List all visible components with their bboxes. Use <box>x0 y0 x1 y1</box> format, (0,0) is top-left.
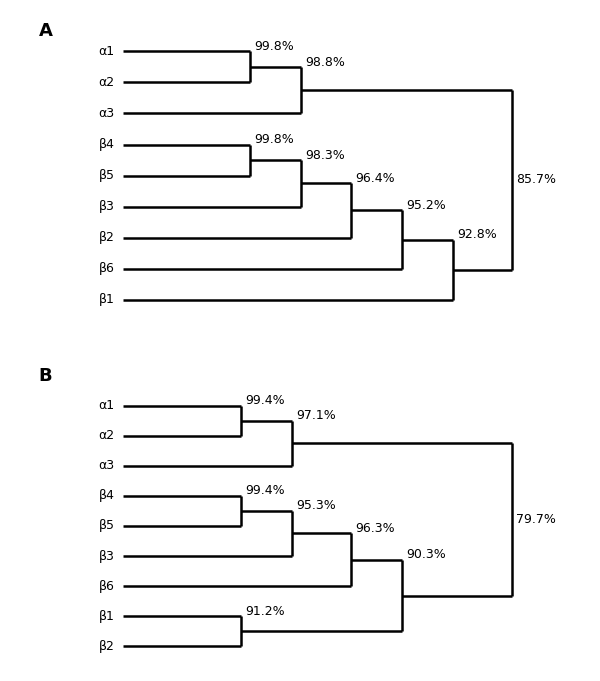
Text: 85.7%: 85.7% <box>516 174 556 187</box>
Text: β5: β5 <box>98 520 115 533</box>
Text: β3: β3 <box>98 200 115 213</box>
Text: 98.3%: 98.3% <box>305 148 344 161</box>
Text: 79.7%: 79.7% <box>516 513 556 526</box>
Text: 99.8%: 99.8% <box>254 40 294 53</box>
Text: α3: α3 <box>98 107 115 120</box>
Text: α1: α1 <box>98 399 115 412</box>
Text: α2: α2 <box>98 76 115 89</box>
Text: 91.2%: 91.2% <box>245 605 285 618</box>
Text: 96.3%: 96.3% <box>355 522 395 535</box>
Text: β1: β1 <box>98 609 115 622</box>
Text: 99.8%: 99.8% <box>254 133 294 146</box>
Text: β1: β1 <box>98 293 115 306</box>
Text: β6: β6 <box>98 580 115 592</box>
Text: β5: β5 <box>98 169 115 182</box>
Text: β4: β4 <box>98 138 115 151</box>
Text: α2: α2 <box>98 429 115 442</box>
Text: 96.4%: 96.4% <box>355 172 395 185</box>
Text: α3: α3 <box>98 459 115 472</box>
Text: 97.1%: 97.1% <box>296 409 336 422</box>
Text: 99.4%: 99.4% <box>245 394 285 407</box>
Text: 90.3%: 90.3% <box>406 548 446 561</box>
Text: β2: β2 <box>98 640 115 653</box>
Text: β4: β4 <box>98 490 115 503</box>
Text: β3: β3 <box>98 550 115 563</box>
Text: 95.2%: 95.2% <box>406 199 446 212</box>
Text: 98.8%: 98.8% <box>305 56 344 69</box>
Text: β6: β6 <box>98 262 115 275</box>
Text: 99.4%: 99.4% <box>245 484 285 497</box>
Text: β2: β2 <box>98 231 115 244</box>
Text: A: A <box>38 22 52 40</box>
Text: 92.8%: 92.8% <box>457 228 497 241</box>
Text: α1: α1 <box>98 45 115 58</box>
Text: B: B <box>38 367 52 385</box>
Text: 95.3%: 95.3% <box>296 499 336 512</box>
